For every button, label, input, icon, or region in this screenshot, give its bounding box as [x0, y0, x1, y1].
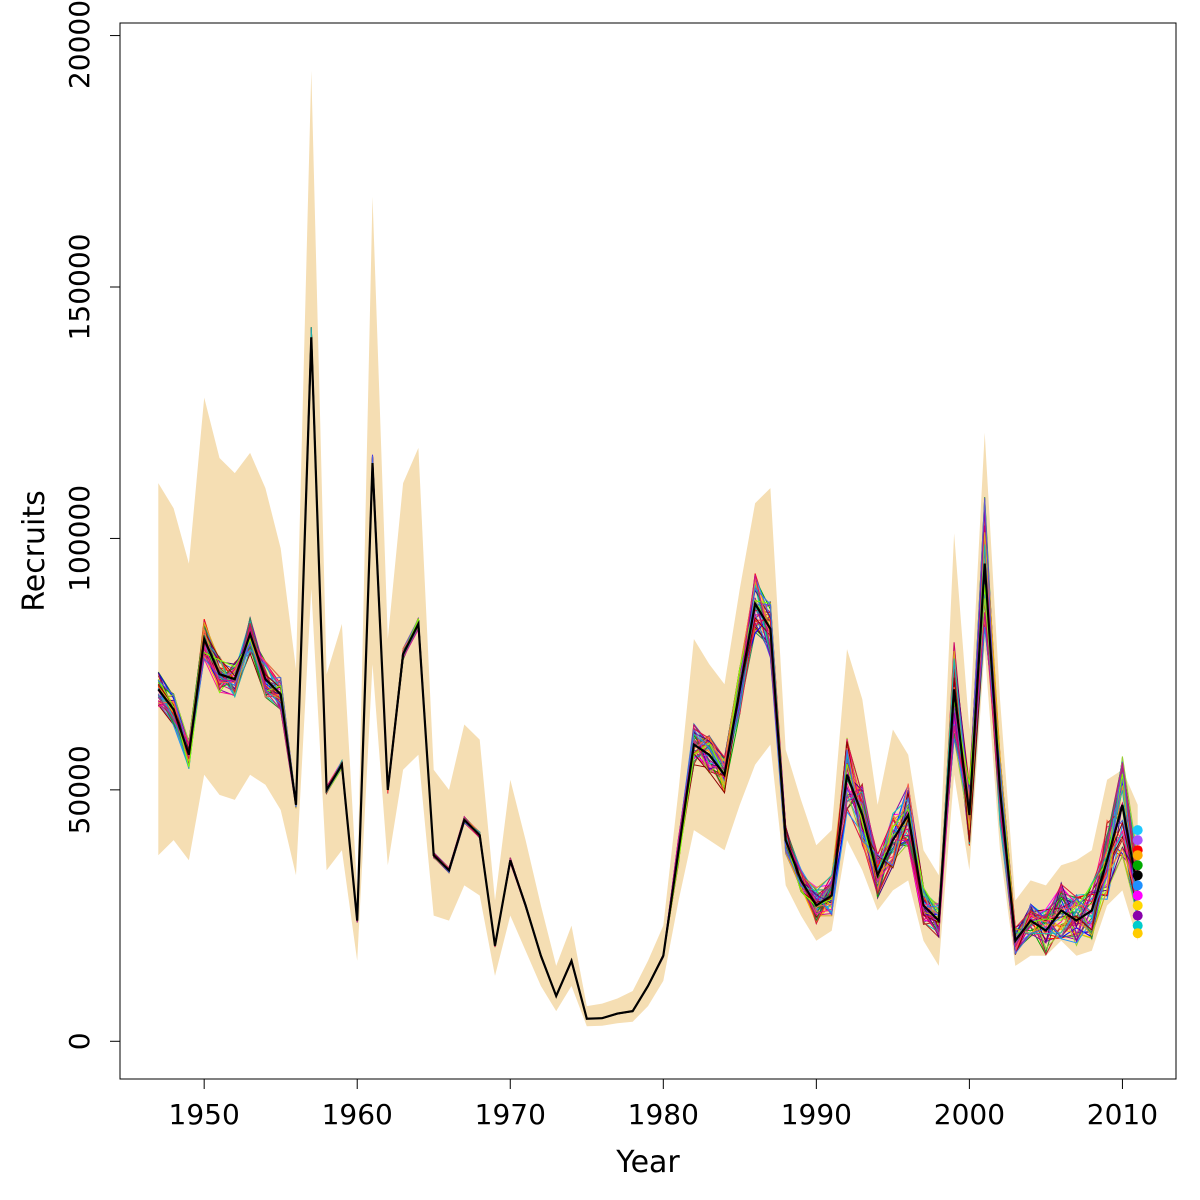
- confidence-band: [158, 70, 1138, 1027]
- y-tick-label: 200000: [63, 0, 96, 89]
- estimate-line-layer: [157, 337, 1139, 1020]
- y-tick-label: 100000: [63, 485, 96, 592]
- x-tick-label: 1970: [475, 1098, 546, 1131]
- y-axis-title: Recruits: [17, 490, 52, 612]
- y-tick-label: 50000: [63, 745, 96, 834]
- terminal-point: [1132, 910, 1143, 921]
- confidence-band-layer: [158, 70, 1138, 1027]
- x-tick-label: 2010: [1087, 1098, 1158, 1131]
- terminal-point: [1132, 890, 1143, 901]
- terminal-point: [1132, 920, 1143, 931]
- terminal-point: [1132, 928, 1143, 939]
- x-tick-label: 2000: [934, 1098, 1005, 1131]
- x-axis-title: Year: [615, 1145, 680, 1180]
- x-tick-label: 1990: [781, 1098, 852, 1131]
- terminal-point: [1132, 825, 1143, 836]
- y-axis: 0 50000 100000 150000 200000: [63, 0, 120, 1050]
- terminal-point: [1132, 850, 1143, 861]
- y-tick-label: 150000: [63, 234, 96, 341]
- terminal-point: [1132, 835, 1143, 846]
- x-tick-label: 1980: [628, 1098, 699, 1131]
- x-tick-label: 1950: [169, 1098, 240, 1131]
- y-tick-label: 0: [63, 1032, 96, 1050]
- plot-frame: [119, 22, 1177, 1080]
- x-axis: 1950 1960 1970 1980 1990 2000 2010: [169, 1079, 1158, 1131]
- terminal-points-layer: [1132, 825, 1143, 939]
- estimate-line: [157, 337, 1139, 1020]
- x-tick-label: 1960: [322, 1098, 393, 1131]
- terminal-point: [1132, 880, 1143, 891]
- terminal-point: [1132, 870, 1143, 881]
- terminal-point: [1132, 900, 1143, 911]
- terminal-point: [1132, 860, 1143, 871]
